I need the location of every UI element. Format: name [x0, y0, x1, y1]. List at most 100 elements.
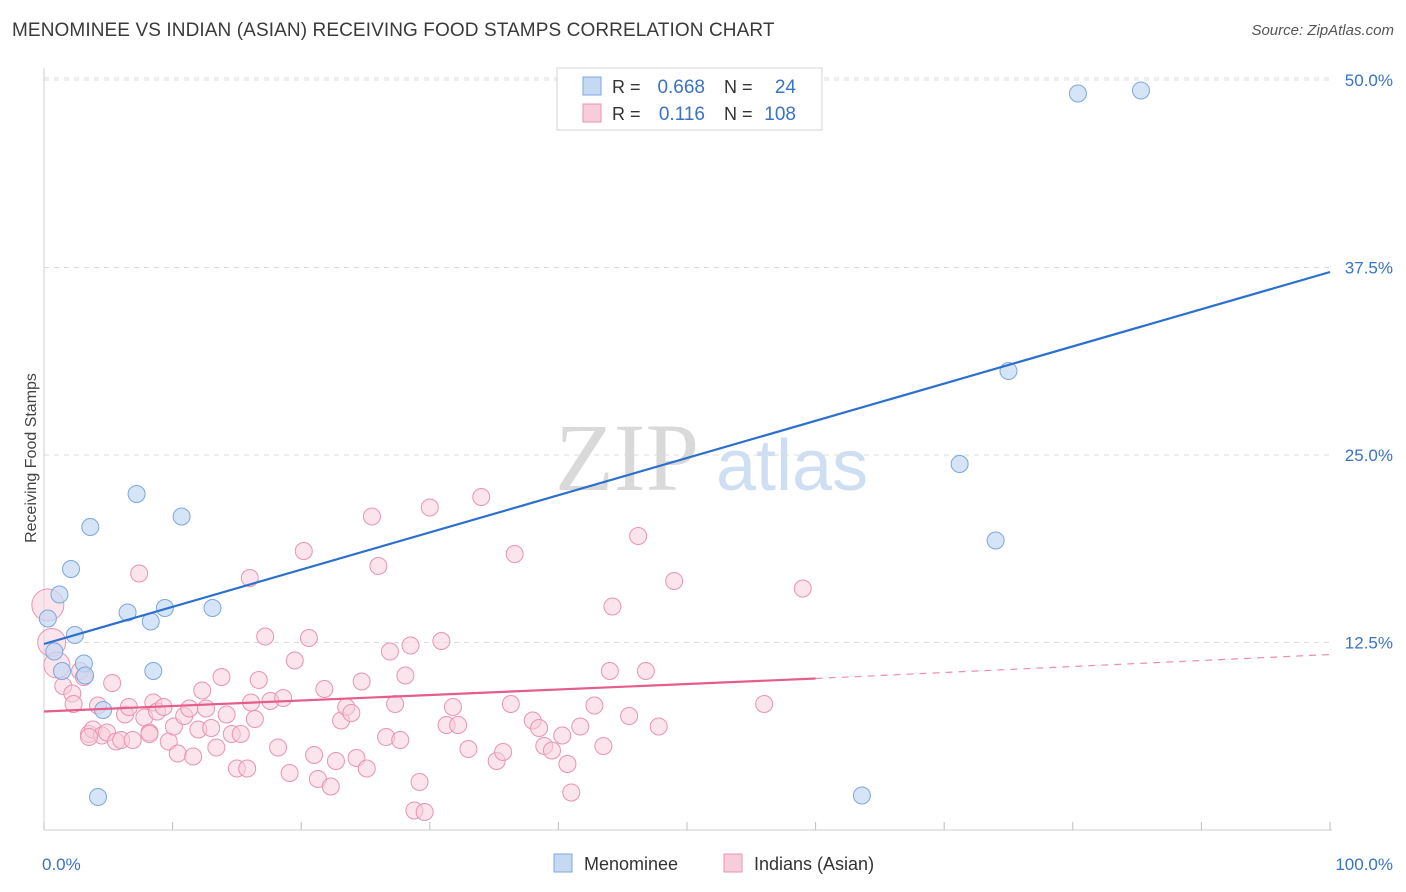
menominee-point [986, 531, 1005, 550]
y-tick-label: 50.0% [1345, 71, 1393, 90]
menominee-points [38, 81, 1150, 806]
legend-r-value-2: 0.116 [659, 104, 705, 125]
indians-asian-point [184, 747, 203, 766]
indians-asian-point [410, 773, 429, 791]
gridlines [44, 77, 1334, 643]
indians-asian-point [207, 738, 226, 757]
x-tick-label-max: 100.0% [1335, 855, 1393, 874]
indians-asian-point [369, 557, 388, 575]
chart-title: MENOMINEE VS INDIAN (ASIAN) RECEIVING FO… [12, 20, 775, 41]
indians-asian-point [380, 642, 399, 661]
legend-n-value-1: 24 [775, 77, 797, 98]
indians-asian-point [649, 717, 668, 736]
menominee-trend-line [43, 270, 1331, 646]
indians-asian-point [542, 741, 561, 760]
indians-asian-point [168, 744, 187, 763]
indians-asian-point [274, 689, 293, 707]
indians-asian-point [357, 759, 376, 778]
trend-lines [43, 270, 1331, 713]
indians-asian-point [415, 803, 434, 821]
indians-asian-point [443, 698, 462, 716]
indians-asian-point [238, 759, 257, 778]
menominee-point [852, 786, 871, 805]
indians-asian-point [280, 764, 299, 782]
menominee-point [203, 599, 222, 617]
indians-asian-point [299, 629, 318, 647]
indians-asian-trend-line [43, 677, 816, 713]
indians-asian-point [636, 662, 655, 680]
indians-asian-point [391, 731, 410, 749]
legend-n-label-2: N = [724, 104, 753, 124]
indians-asian-point [80, 728, 99, 746]
legend-n-value-2: 108 [764, 104, 796, 125]
indians-asian-point [362, 507, 381, 526]
bottom-legend-swatch-menominee [553, 853, 573, 873]
indians-asian-point [620, 707, 639, 725]
menominee-point [950, 455, 969, 473]
legend-n-label-1: N = [724, 77, 753, 97]
indians-asian-point [472, 488, 491, 506]
indians-asian-point [212, 668, 231, 686]
y-tick-label: 25.0% [1345, 446, 1393, 465]
indians-asian-point [594, 737, 613, 755]
y-tick-labels: 12.5% 25.0% 37.5% 50.0% [1345, 71, 1393, 653]
indians-asian-point [352, 672, 371, 691]
series-legend: Menominee Indians (Asian) [553, 853, 874, 874]
indians-asian-point [793, 579, 812, 598]
bottom-legend-swatch-indians-asian [723, 853, 743, 873]
indians-asian-point [180, 699, 199, 718]
legend-r-value-1: 0.668 [657, 77, 705, 98]
menominee-point [1068, 84, 1087, 103]
indians-asian-point [123, 731, 142, 749]
indians-asian-points [31, 488, 812, 821]
indians-asian-point [449, 716, 468, 734]
indians-asian-point [432, 632, 451, 650]
watermark-atlas: atlas [716, 426, 868, 506]
indians-asian-point [603, 597, 622, 616]
indians-asian-point [285, 651, 304, 670]
source-credit: Source: ZipAtlas.com [1251, 22, 1394, 39]
axes [43, 68, 1332, 831]
menominee-point [118, 603, 137, 622]
y-tick-label: 37.5% [1345, 259, 1393, 278]
indians-asian-point [315, 680, 334, 698]
legend-swatch-menominee [582, 76, 602, 96]
watermark-zip: ZIP [555, 404, 699, 511]
menominee-point [76, 666, 95, 685]
indians-asian-point [193, 681, 212, 700]
indians-asian-point [571, 717, 590, 736]
bottom-legend-label-indians-asian: Indians (Asian) [754, 854, 874, 874]
indians-asian-point [231, 725, 250, 743]
indians-asian-trend-extension [815, 653, 1331, 680]
indians-asian-point [197, 699, 216, 718]
menominee-point [127, 485, 146, 503]
x-tick-label-min: 0.0% [42, 855, 81, 874]
menominee-point [45, 642, 64, 661]
indians-asian-point [585, 696, 604, 715]
indians-asian-point [396, 666, 415, 685]
indians-asian-point [321, 777, 340, 796]
indians-asian-point [386, 695, 405, 713]
indians-asian-point [140, 725, 159, 743]
indians-asian-point [501, 695, 520, 713]
menominee-point [89, 788, 108, 806]
indians-asian-point [294, 542, 313, 560]
menominee-point [62, 560, 81, 578]
indians-asian-point [103, 674, 122, 692]
indians-asian-point [249, 671, 268, 689]
x-ticks [43, 822, 1331, 830]
indians-asian-point [342, 704, 361, 722]
indians-asian-point [665, 572, 684, 590]
indians-asian-point [326, 752, 345, 770]
indians-asian-point [256, 627, 275, 646]
indians-asian-point [401, 636, 420, 655]
indians-asian-point [562, 783, 581, 802]
indians-asian-point [558, 755, 577, 773]
indians-asian-point [459, 740, 478, 758]
indians-asian-point [64, 695, 83, 713]
y-tick-label: 12.5% [1345, 634, 1393, 653]
bottom-legend-label-menominee: Menominee [584, 854, 678, 874]
legend-swatch-indians-asian [582, 103, 602, 123]
indians-asian-point [245, 710, 264, 728]
